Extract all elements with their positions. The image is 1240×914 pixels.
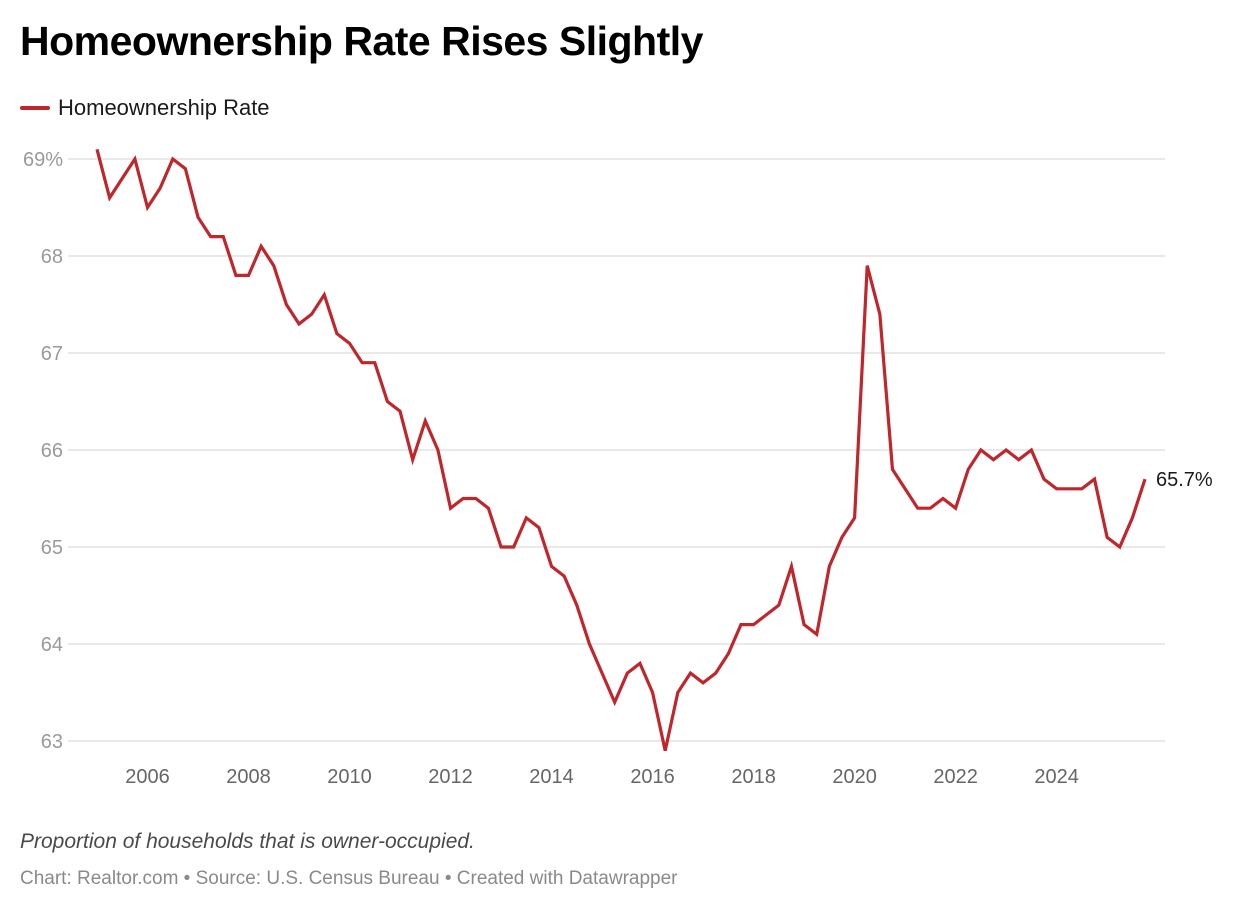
x-tick-label: 2018: [731, 766, 776, 788]
data-labels: 65.7%: [1156, 469, 1213, 491]
series-line: [95, 148, 1147, 752]
x-tick-label: 2022: [933, 766, 978, 788]
end-value-label: 65.7%: [1156, 469, 1213, 491]
legend-swatch: [20, 106, 50, 110]
chart-note: Proportion of households that is owner-o…: [20, 830, 475, 853]
y-tick-label: 63: [41, 731, 63, 753]
chart-source: Chart: Realtor.com • Source: U.S. Census…: [20, 868, 678, 889]
x-tick-label: 2024: [1034, 766, 1079, 788]
series-group: [95, 148, 1147, 752]
x-tick-label: 2010: [327, 766, 372, 788]
y-tick-label: 69%: [23, 149, 63, 171]
y-axis: 69% 68 67 66 65 64 63: [23, 149, 63, 753]
legend: Homeownership Rate: [20, 95, 270, 121]
x-tick-label: 2014: [529, 766, 574, 788]
y-tick-label: 64: [41, 634, 63, 656]
y-tick-label: 65: [41, 537, 63, 559]
y-tick-label: 66: [41, 440, 63, 462]
x-tick-label: 2008: [226, 766, 271, 788]
x-tick-label: 2020: [832, 766, 877, 788]
x-axis: 2006 2008 2010 2012 2014 2016 2018 2020 2022 2024: [125, 766, 1079, 788]
gridlines: [68, 158, 1165, 742]
x-tick-label: 2016: [630, 766, 675, 788]
y-tick-label: 68: [41, 246, 63, 268]
y-tick-label: 67: [41, 343, 63, 365]
legend-label: Homeownership Rate: [58, 95, 270, 120]
x-tick-label: 2012: [428, 766, 473, 788]
x-tick-label: 2006: [125, 766, 170, 788]
chart-title: Homeownership Rate Rises Slightly: [20, 18, 703, 64]
